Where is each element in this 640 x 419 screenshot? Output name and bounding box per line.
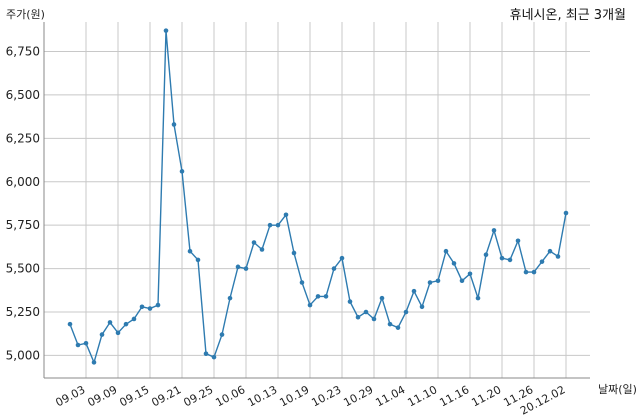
data-point: [91, 360, 97, 365]
data-point: [539, 259, 545, 264]
horizontal-gridlines: [44, 51, 590, 356]
data-point: [499, 255, 505, 261]
data-point: [467, 271, 473, 277]
data-point: [275, 222, 281, 228]
data-point: [475, 295, 481, 301]
data-point: [459, 278, 465, 284]
x-tick-label: 10.29: [341, 383, 375, 409]
x-axis-ticks: 09.0309.0909.1509.2109.2510.0610.1310.19…: [53, 383, 567, 417]
data-point: [403, 309, 409, 315]
data-point: [331, 266, 337, 271]
x-tick-label: 10.06: [213, 383, 247, 409]
data-point: [363, 309, 369, 315]
data-point: [195, 257, 201, 263]
data-point: [419, 304, 425, 310]
data-point: [251, 240, 257, 245]
data-point: [451, 261, 457, 266]
data-point: [435, 278, 441, 284]
data-point: [427, 280, 433, 285]
data-point: [395, 325, 401, 330]
x-tick-label: 09.15: [117, 383, 151, 409]
data-point: [187, 248, 193, 254]
data-point: [99, 332, 105, 337]
data-point: [83, 340, 89, 346]
price-series: [67, 28, 569, 365]
data-point: [259, 247, 265, 252]
data-point: [491, 228, 497, 233]
x-tick-label: 09.21: [149, 383, 183, 409]
data-point: [531, 269, 537, 275]
data-point: [515, 238, 521, 244]
data-point: [379, 295, 385, 301]
x-tick-label: 10.13: [245, 383, 279, 409]
data-point: [347, 299, 353, 304]
data-point: [227, 295, 233, 301]
data-point: [283, 212, 289, 218]
x-tick-label: 09.03: [53, 383, 87, 409]
data-point: [235, 264, 241, 270]
y-tick-label: 6,500: [6, 88, 40, 102]
data-point: [523, 269, 529, 275]
y-axis-label: 주가(원): [6, 8, 45, 21]
data-point: [115, 330, 121, 336]
data-point: [547, 248, 553, 254]
data-point: [507, 257, 513, 263]
data-point: [371, 316, 377, 322]
data-point: [203, 351, 209, 356]
data-point: [323, 294, 329, 299]
data-point: [67, 321, 73, 327]
y-tick-label: 6,000: [6, 175, 40, 189]
y-tick-label: 6,750: [6, 45, 40, 59]
chart-title: 휴네시온, 최근 3개월: [509, 8, 626, 23]
price-series-line: [69, 30, 567, 365]
y-tick-label: 6,250: [6, 131, 40, 145]
data-point: [291, 250, 297, 256]
data-point: [307, 302, 313, 308]
x-tick-label: 10.23: [309, 383, 343, 409]
x-tick-label: 11.20: [469, 383, 503, 409]
data-point: [139, 304, 145, 310]
data-point: [243, 266, 249, 271]
y-tick-label: 5,250: [6, 305, 40, 319]
x-tick-label: 11.10: [405, 383, 439, 409]
data-point: [155, 302, 161, 308]
vertical-gridlines: [85, 22, 567, 378]
x-tick-label: 09.25: [181, 383, 215, 409]
data-point: [443, 248, 449, 254]
data-point: [147, 306, 153, 311]
data-point: [339, 255, 345, 261]
x-axis-label: 날짜(일): [598, 383, 637, 396]
data-point: [107, 320, 113, 325]
data-point: [483, 252, 489, 258]
y-tick-label: 5,000: [6, 348, 40, 362]
data-point: [171, 122, 177, 127]
x-tick-label: 11.04: [373, 383, 407, 409]
data-point: [555, 254, 561, 259]
x-tick-label: 11.16: [437, 383, 471, 409]
data-point: [75, 342, 81, 348]
data-point: [387, 321, 393, 327]
x-tick-label: 10.19: [277, 383, 311, 409]
data-point: [267, 222, 273, 228]
data-point: [315, 294, 321, 299]
data-point: [355, 314, 361, 320]
y-tick-label: 5,750: [6, 218, 40, 232]
data-point: [163, 28, 169, 33]
data-point: [299, 280, 305, 285]
data-point: [123, 321, 129, 327]
chart-axes: [43, 22, 590, 379]
data-point: [211, 354, 217, 360]
y-tick-label: 5,500: [6, 262, 40, 276]
x-tick-label: 09.09: [85, 383, 119, 409]
data-point: [131, 316, 137, 322]
data-point: [179, 169, 185, 174]
data-point: [411, 288, 417, 294]
data-point: [219, 332, 225, 337]
data-point: [563, 210, 569, 216]
y-axis-ticks: 5,000 5,250 5,500 5,750 6,000 6,250 6,500 6,750: [6, 45, 40, 363]
